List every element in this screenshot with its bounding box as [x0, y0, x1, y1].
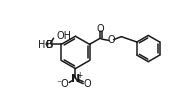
Text: O: O — [97, 23, 105, 34]
Text: B: B — [46, 40, 54, 50]
Text: N: N — [71, 74, 80, 84]
Text: O: O — [107, 35, 115, 45]
Text: ⁻O: ⁻O — [57, 79, 69, 89]
Text: O: O — [83, 79, 91, 89]
Text: OH: OH — [57, 31, 72, 41]
Text: HO: HO — [38, 40, 53, 50]
Text: +: + — [76, 71, 83, 80]
